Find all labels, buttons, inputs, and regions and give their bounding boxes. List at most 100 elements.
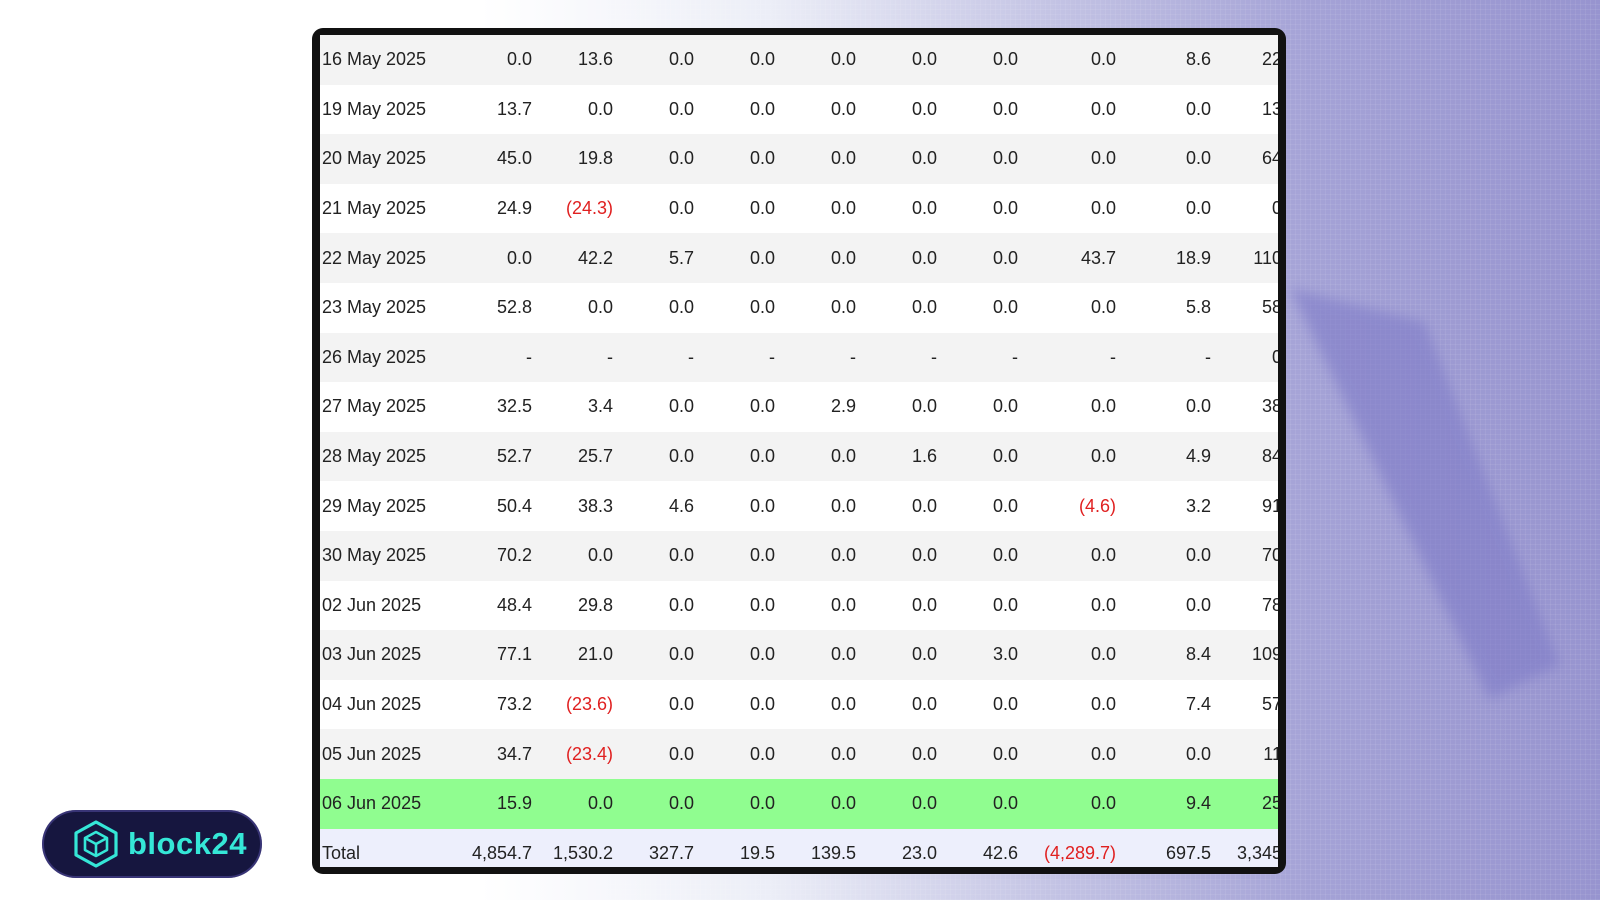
value-cell: 19.5 xyxy=(697,828,778,867)
value-cell: 0.0 xyxy=(1021,778,1119,829)
value-cell: 0.0 xyxy=(940,481,1021,531)
table-row: 27 May 2025 32.5 3.4 0.0 0.0 2.9 0.0 0.0 0.0 0.0 3… xyxy=(320,382,1278,432)
value-cell: 0.0 xyxy=(1021,134,1119,184)
table-row: 16 May 2025 0.0 13.6 0.0 0.0 0.0 0.0 0.0 0.0 8.6 2… xyxy=(320,35,1278,85)
value-cell: 4.6 xyxy=(616,481,697,531)
row-label-cell: 03 Jun 2025 xyxy=(320,630,454,680)
value-cell: 0.0 xyxy=(1119,580,1214,631)
value-cell: 0.0 xyxy=(859,580,940,631)
value-cell: 0.0 xyxy=(778,630,859,680)
table-row: 05 Jun 2025 34.7 (23.4) 0.0 0.0 0.0 0.0 0.0 0.0 0… xyxy=(320,729,1278,779)
value-cell: 0.0 xyxy=(535,778,616,829)
value-cell: 25.3 xyxy=(1214,778,1278,829)
value-cell: 64.8 xyxy=(1214,134,1278,184)
value-cell: 38.3 xyxy=(535,481,616,531)
value-cell: 23.0 xyxy=(859,828,940,867)
value-cell: 109.5 xyxy=(1214,630,1278,680)
value-cell: 0.0 xyxy=(1021,630,1119,680)
value-cell: 0.0 xyxy=(1119,84,1214,135)
value-cell: 0.0 xyxy=(940,233,1021,283)
value-cell: 0.0 xyxy=(697,134,778,184)
value-cell: (4.6) xyxy=(1021,481,1119,531)
value-cell: 0.0 xyxy=(697,530,778,581)
value-cell: 0.0 xyxy=(616,431,697,482)
value-cell: 0.0 xyxy=(616,729,697,779)
value-cell: 0.0 xyxy=(697,183,778,234)
value-cell: 0.0 xyxy=(940,431,1021,482)
value-cell: 0.0 xyxy=(616,84,697,135)
value-cell: 0.0 xyxy=(859,183,940,234)
value-cell: 0.0 xyxy=(1119,183,1214,234)
value-cell: 0.0 xyxy=(940,183,1021,234)
value-cell: 0.0 xyxy=(1021,431,1119,482)
value-cell: 32.5 xyxy=(454,382,535,432)
row-label-cell: Total xyxy=(320,828,454,867)
value-cell: 18.9 xyxy=(1119,233,1214,283)
value-cell: 0.0 xyxy=(859,778,940,829)
value-cell: 139.5 xyxy=(778,828,859,867)
value-cell: 0.0 xyxy=(778,530,859,581)
value-cell: 0.0 xyxy=(778,134,859,184)
value-cell: 38.8 xyxy=(1214,382,1278,432)
value-cell: 13.7 xyxy=(1214,84,1278,135)
total-row: Total 4,854.7 1,530.2 327.7 19.5 139.5 23.0 42.… xyxy=(320,828,1278,867)
value-cell: 8.4 xyxy=(1119,630,1214,680)
value-cell: 24.9 xyxy=(454,183,535,234)
row-label-cell: 20 May 2025 xyxy=(320,134,454,184)
value-cell: 0.0 xyxy=(697,580,778,631)
row-label-cell: 23 May 2025 xyxy=(320,282,454,333)
value-cell: 0.0 xyxy=(1021,679,1119,730)
value-cell: 0.0 xyxy=(859,679,940,730)
value-cell: 0.0 xyxy=(859,282,940,333)
value-cell: 0.0 xyxy=(454,35,535,85)
row-label-cell: 21 May 2025 xyxy=(320,183,454,234)
value-cell: 0.0 xyxy=(940,679,1021,730)
value-cell: 11.3 xyxy=(1214,729,1278,779)
value-cell: 22.2 xyxy=(1214,35,1278,85)
row-label-cell: 04 Jun 2025 xyxy=(320,679,454,730)
value-cell: - xyxy=(616,332,697,383)
value-cell: 327.7 xyxy=(616,828,697,867)
value-cell: - xyxy=(859,332,940,383)
value-cell: 0.0 xyxy=(616,580,697,631)
value-cell: 0.0 xyxy=(940,134,1021,184)
table-frame: 16 May 2025 0.0 13.6 0.0 0.0 0.0 0.0 0.0 0.0 8.6 2… xyxy=(312,28,1286,874)
value-cell: 3.2 xyxy=(1119,481,1214,531)
value-cell: - xyxy=(535,332,616,383)
table-row: 03 Jun 2025 77.1 21.0 0.0 0.0 0.0 0.0 3.0 0.0 8.4… xyxy=(320,630,1278,680)
value-cell: 0.0 xyxy=(1119,530,1214,581)
value-cell: - xyxy=(940,332,1021,383)
brand-logo: block24 xyxy=(42,810,262,878)
table-row: 04 Jun 2025 73.2 (23.6) 0.0 0.0 0.0 0.0 0.0 0.0 7… xyxy=(320,679,1278,730)
value-cell: 29.8 xyxy=(535,580,616,631)
value-cell: (4,289.7) xyxy=(1021,828,1119,867)
cube-icon xyxy=(74,820,118,868)
value-cell: 5.8 xyxy=(1119,282,1214,333)
value-cell: 0.0 xyxy=(1119,729,1214,779)
value-cell: 0.0 xyxy=(778,431,859,482)
value-cell: 70.2 xyxy=(454,530,535,581)
value-cell: 0.0 xyxy=(697,431,778,482)
value-cell: 0.0 xyxy=(859,481,940,531)
row-label-cell: 05 Jun 2025 xyxy=(320,729,454,779)
value-cell: (23.6) xyxy=(535,679,616,730)
table-row: 29 May 2025 50.4 38.3 4.6 0.0 0.0 0.0 0.0 (4.6) 3… xyxy=(320,481,1278,531)
value-cell: 7.4 xyxy=(1119,679,1214,730)
value-cell: 13.7 xyxy=(454,84,535,135)
value-cell: 0.0 xyxy=(859,84,940,135)
value-cell: - xyxy=(1021,332,1119,383)
row-label-cell: 02 Jun 2025 xyxy=(320,580,454,631)
value-cell: 0.0 xyxy=(778,84,859,135)
value-cell: 3,345.0 xyxy=(1214,828,1278,867)
value-cell: 0.0 xyxy=(778,778,859,829)
row-label-cell: 06 Jun 2025 xyxy=(320,778,454,829)
value-cell: 0.0 xyxy=(616,134,697,184)
table-row: 20 May 2025 45.0 19.8 0.0 0.0 0.0 0.0 0.0 0.0 0.0… xyxy=(320,134,1278,184)
value-cell: 73.2 xyxy=(454,679,535,730)
value-cell: 78.2 xyxy=(1214,580,1278,631)
row-label-cell: 22 May 2025 xyxy=(320,233,454,283)
value-cell: 8.6 xyxy=(1119,35,1214,85)
value-cell: 13.6 xyxy=(535,35,616,85)
value-cell: 4.9 xyxy=(1119,431,1214,482)
